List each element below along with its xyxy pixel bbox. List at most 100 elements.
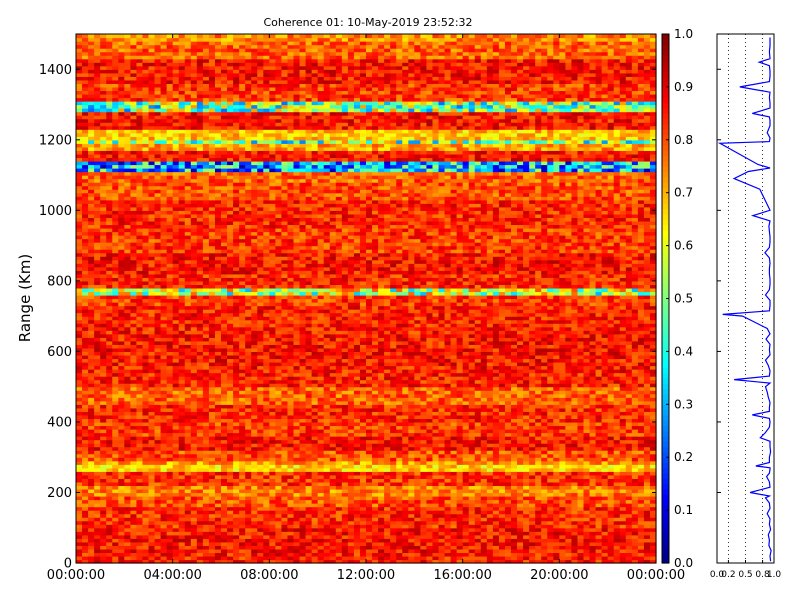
heatmap-cell [366,471,373,476]
heatmap-cell [474,555,482,561]
heatmap-cell [251,418,258,423]
heatmap-cell [559,397,566,402]
heatmap-cell [341,383,349,388]
heatmap-cell [547,411,554,416]
heatmap-cell [245,386,252,391]
heatmap-cell [613,478,621,483]
heatmap-cell [239,548,246,554]
heatmap-cell [257,421,264,427]
heatmap-cell [196,397,204,402]
heatmap-cell [553,545,560,550]
heatmap-cell [450,390,458,395]
heatmap-cell [378,379,385,384]
heatmap-cell [559,517,566,522]
heatmap-cell [269,450,276,455]
heatmap-cell [359,443,367,448]
heatmap-cell [233,541,240,546]
heatmap-cell [214,436,222,441]
heatmap-cell [275,541,283,546]
heatmap-cell [432,488,440,494]
heatmap-cell [384,379,391,384]
heatmap-cell [76,531,83,536]
heatmap-cell [82,450,89,455]
heatmap-cell [178,460,186,465]
heatmap-cell [142,418,150,423]
heatmap-cell [535,499,542,504]
heatmap-cell [595,492,603,497]
heatmap-cell [492,390,500,395]
heatmap-cell [583,541,591,546]
heatmap-cell [625,510,633,515]
heatmap-cell [335,453,343,458]
heatmap-cell [118,457,125,462]
heatmap-cell [239,453,246,458]
heatmap-cell [565,436,573,441]
heatmap-cell [76,418,83,423]
heatmap-cell [577,481,585,487]
heatmap-cell [100,421,107,427]
heatmap-cell [166,436,174,441]
heatmap-cell [341,527,349,532]
heatmap-cell [329,393,337,398]
heatmap-cell [372,527,379,532]
heatmap-cell [154,457,162,462]
heatmap-cell [136,517,144,522]
heatmap-cell [100,506,107,511]
heatmap-cell [214,559,222,564]
heatmap-cell [311,552,319,557]
heatmap-cell [148,446,156,451]
heatmap-cell [372,485,379,490]
heatmap-cell [136,531,144,536]
heatmap-cell [450,404,458,409]
heatmap-cell [426,495,434,501]
heatmap-cell [130,510,138,515]
heatmap-cell [178,510,186,515]
heatmap-cell [390,457,397,462]
heatmap-cell [299,534,307,539]
heatmap-cell [565,548,573,554]
heatmap-cell [414,383,421,388]
heatmap-cell [637,492,645,497]
heatmap-cell [607,453,615,458]
heatmap-cell [583,538,591,543]
heatmap-cell [208,425,216,430]
heatmap-cell [148,474,156,479]
heatmap-cell [631,488,639,494]
heatmap-cell [450,559,458,564]
heatmap-cell [124,552,131,557]
heatmap-cell [619,467,627,472]
heatmap-cell [281,531,289,536]
heatmap-cell [498,414,506,420]
heatmap-cell [456,446,464,451]
heatmap-cell [293,443,301,448]
heatmap-cell [100,439,107,444]
heatmap-cell [245,552,252,557]
heatmap-cell [511,517,518,522]
heatmap-cell [100,478,107,483]
heatmap-cell [583,492,591,497]
heatmap-cell [619,513,627,518]
heatmap-cell [136,538,144,543]
heatmap-cell [420,485,428,490]
heatmap-cell [118,524,125,529]
heatmap-cell [619,390,627,395]
heatmap-cell [408,527,415,532]
heatmap-cell [378,503,385,508]
heatmap-cell [468,400,476,405]
heatmap-cell [571,386,579,391]
heatmap-cell [523,450,530,455]
heatmap-cell [239,425,246,430]
heatmap-cell [420,414,428,420]
heatmap-cell [245,446,252,451]
heatmap-cell [82,492,89,497]
heatmap-cell [359,453,367,458]
heatmap-cell [583,383,591,388]
heatmap-cell [166,506,174,511]
heatmap-cell [420,499,428,504]
heatmap-cell [112,379,119,384]
heatmap-cell [190,555,198,561]
heatmap-cell [329,527,337,532]
heatmap-cell [359,464,367,469]
heatmap-cell [227,517,234,522]
heatmap-cell [233,492,240,497]
